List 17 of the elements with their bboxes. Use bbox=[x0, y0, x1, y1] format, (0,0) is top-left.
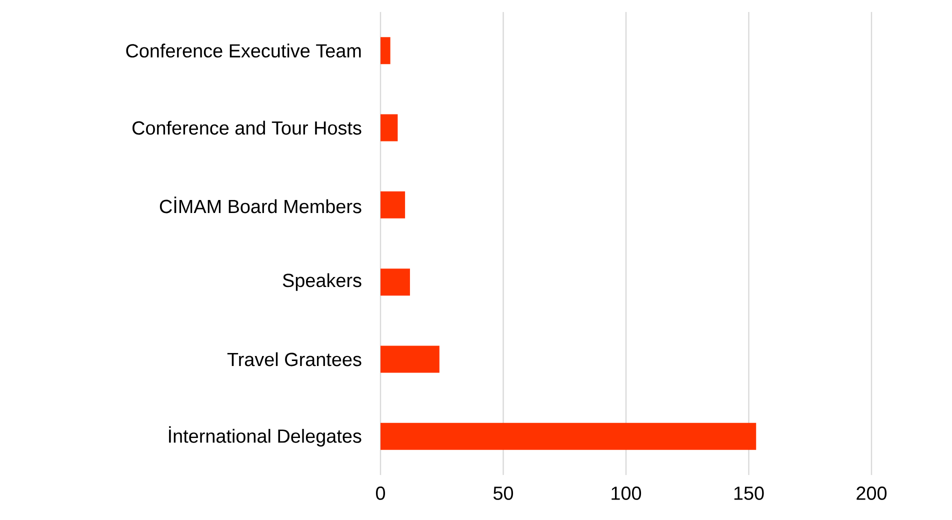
x-tick-label: 200 bbox=[856, 486, 887, 500]
y-tick-label: Conference and Tour Hosts bbox=[132, 120, 362, 135]
y-tick-label: CİMAM Board Members bbox=[160, 196, 362, 214]
x-tick-label: 50 bbox=[493, 486, 514, 500]
x-tick-label: 100 bbox=[612, 486, 642, 500]
bar bbox=[380, 191, 406, 218]
y-tick-label: Speakers bbox=[282, 273, 362, 291]
bar bbox=[380, 422, 756, 450]
bar bbox=[380, 114, 398, 142]
bar bbox=[380, 346, 440, 373]
x-tick-label: 0 bbox=[376, 486, 386, 500]
bar bbox=[380, 37, 390, 64]
y-tick-label: Travel Grantees bbox=[227, 352, 362, 366]
y-tick-label: İnternational Delegates bbox=[169, 426, 362, 447]
y-tick-label: Conference Executive Team bbox=[126, 44, 361, 58]
x-tick-label: 150 bbox=[734, 486, 764, 500]
bar bbox=[380, 268, 410, 296]
